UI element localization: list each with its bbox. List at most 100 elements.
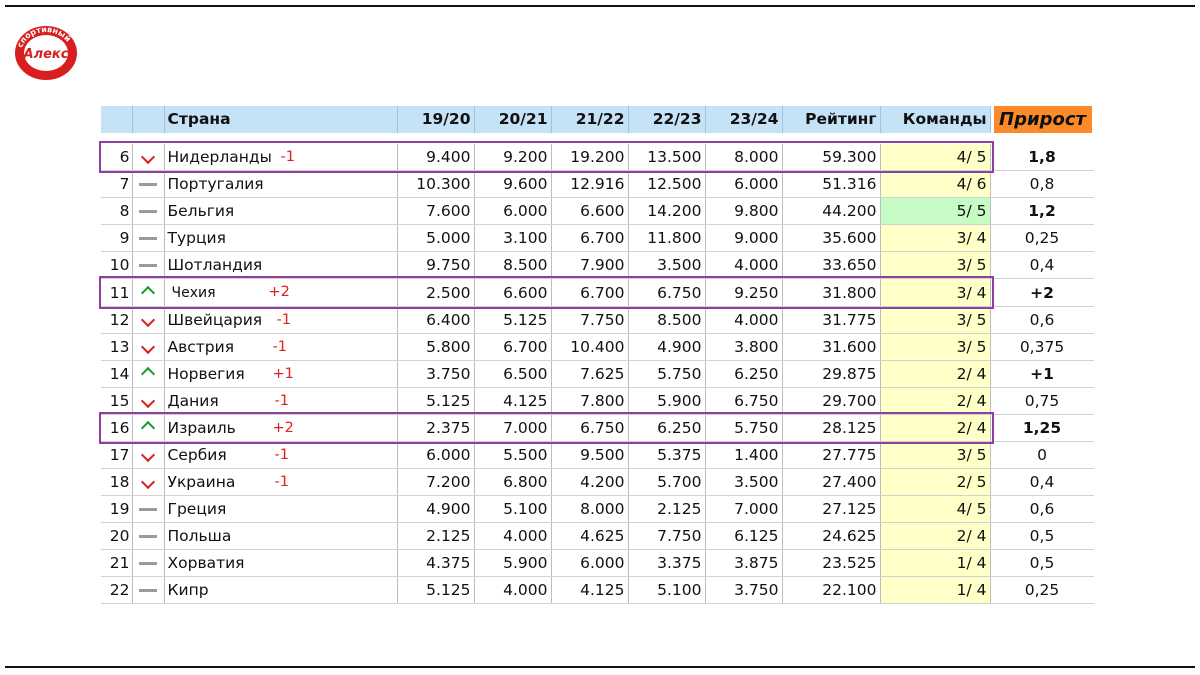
table-row: 12 Швейцария -1 6.400 5.125 7.750 8.500 4.000 31… [101, 306, 1094, 334]
season-4-value: 3.375 [628, 549, 706, 577]
ranking-table: Страна 19/20 20/21 21/22 22/23 23/24 Рей… [101, 106, 1094, 604]
row-country: Израиль +2 [164, 414, 398, 442]
row-country: Турция [164, 224, 398, 252]
teams-value: 5/ 5 [880, 197, 991, 225]
season-5-value: 6.000 [705, 170, 783, 198]
row-trend [132, 170, 165, 198]
season-2-value: 4.000 [474, 522, 552, 550]
table-row: 9 Турция 5.000 3.100 6.700 11.800 9.000 35.600 3… [101, 224, 1094, 252]
teams-value: 2/ 4 [880, 360, 991, 388]
country-name: Украина [167, 473, 236, 491]
season-1-value: 9.750 [397, 251, 475, 279]
row-position: 8 [101, 197, 133, 225]
bottom-rule [5, 666, 1195, 668]
rank-change: -1 [274, 447, 289, 463]
growth-value: 1,8 [990, 144, 1094, 171]
teams-value: 2/ 4 [880, 414, 991, 442]
growth-value: 1,25 [990, 414, 1094, 442]
chevron-up-icon [140, 366, 156, 382]
rating-value: 24.625 [782, 522, 881, 550]
season-1-value: 5.125 [397, 576, 475, 604]
rating-value: 31.800 [782, 278, 881, 307]
table-row: 18 Украина -1 7.200 6.800 4.200 5.700 3.500 27.4… [101, 468, 1094, 496]
row-position: 7 [101, 170, 133, 198]
row-position: 10 [101, 251, 133, 279]
row-position: 21 [101, 549, 133, 577]
teams-value: 3/ 4 [880, 278, 991, 307]
season-3-value: 4.200 [551, 468, 629, 496]
season-2-value: 5.125 [474, 306, 552, 334]
season-1-value: 4.375 [397, 549, 475, 577]
season-2-value: 5.500 [474, 441, 552, 469]
teams-value: 3/ 5 [880, 333, 991, 361]
row-position: 12 [101, 306, 133, 334]
season-3-value: 19.200 [551, 144, 629, 171]
country-name: Бельгия [167, 202, 235, 220]
rating-value: 29.700 [782, 387, 881, 415]
season-1-value: 3.750 [397, 360, 475, 388]
rating-value: 51.316 [782, 170, 881, 198]
teams-value: 3/ 5 [880, 441, 991, 469]
season-5-value: 6.750 [705, 387, 783, 415]
season-5-value: 4.000 [705, 306, 783, 334]
row-country: Чехия +2 [164, 278, 398, 307]
header-season-2: 20/21 [474, 106, 552, 133]
table-body: 6 Нидерланды -1 9.400 9.200 19.200 13.500 8.000… [101, 144, 1094, 604]
teams-value: 1/ 4 [880, 576, 991, 604]
row-trend [132, 468, 165, 496]
row-position: 16 [101, 414, 133, 442]
growth-value: 0,25 [990, 224, 1094, 252]
teams-value: 1/ 4 [880, 549, 991, 577]
season-5-value: 4.000 [705, 251, 783, 279]
season-1-value: 10.300 [397, 170, 475, 198]
season-4-value: 6.750 [628, 278, 706, 307]
header-pos [101, 106, 133, 133]
dash-icon [139, 183, 157, 186]
season-3-value: 8.000 [551, 495, 629, 523]
row-country: Украина -1 [164, 468, 398, 496]
season-4-value: 3.500 [628, 251, 706, 279]
season-3-value: 7.750 [551, 306, 629, 334]
season-2-value: 6.500 [474, 360, 552, 388]
row-country: Хорватия [164, 549, 398, 577]
table-row: 20 Польша 2.125 4.000 4.625 7.750 6.125 24.625 2… [101, 522, 1094, 550]
teams-value: 2/ 4 [880, 522, 991, 550]
season-1-value: 9.400 [397, 144, 475, 171]
season-5-value: 8.000 [705, 144, 783, 171]
row-country: Швейцария -1 [164, 306, 398, 334]
season-3-value: 10.400 [551, 333, 629, 361]
row-country: Австрия -1 [164, 333, 398, 361]
growth-value: 0,25 [990, 576, 1094, 604]
header-trend [132, 106, 165, 133]
season-3-value: 7.900 [551, 251, 629, 279]
season-4-value: 12.500 [628, 170, 706, 198]
country-name: Швейцария [167, 311, 263, 329]
rating-value: 33.650 [782, 251, 881, 279]
growth-value: 0,5 [990, 522, 1094, 550]
header-teams: Команды [880, 106, 991, 133]
season-5-value: 6.250 [705, 360, 783, 388]
top-rule [5, 5, 1195, 7]
season-4-value: 5.375 [628, 441, 706, 469]
rating-value: 23.525 [782, 549, 881, 577]
season-3-value: 6.700 [551, 278, 629, 307]
season-4-value: 11.800 [628, 224, 706, 252]
chevron-down-icon [140, 447, 156, 463]
header-season-3: 21/22 [551, 106, 629, 133]
dash-icon [139, 562, 157, 565]
header-growth: Прирост [990, 106, 1094, 133]
table-row: 22 Кипр 5.125 4.000 4.125 5.100 3.750 22.100 1/ … [101, 576, 1094, 604]
rating-value: 35.600 [782, 224, 881, 252]
country-name: Польша [167, 527, 232, 545]
season-1-value: 6.000 [397, 441, 475, 469]
header-country: Страна [164, 106, 398, 133]
season-2-value: 5.900 [474, 549, 552, 577]
season-2-value: 3.100 [474, 224, 552, 252]
row-position: 19 [101, 495, 133, 523]
header-season-5: 23/24 [705, 106, 783, 133]
rating-value: 22.100 [782, 576, 881, 604]
row-trend [132, 522, 165, 550]
season-3-value: 12.916 [551, 170, 629, 198]
season-4-value: 5.900 [628, 387, 706, 415]
country-name: Австрия [167, 338, 235, 356]
